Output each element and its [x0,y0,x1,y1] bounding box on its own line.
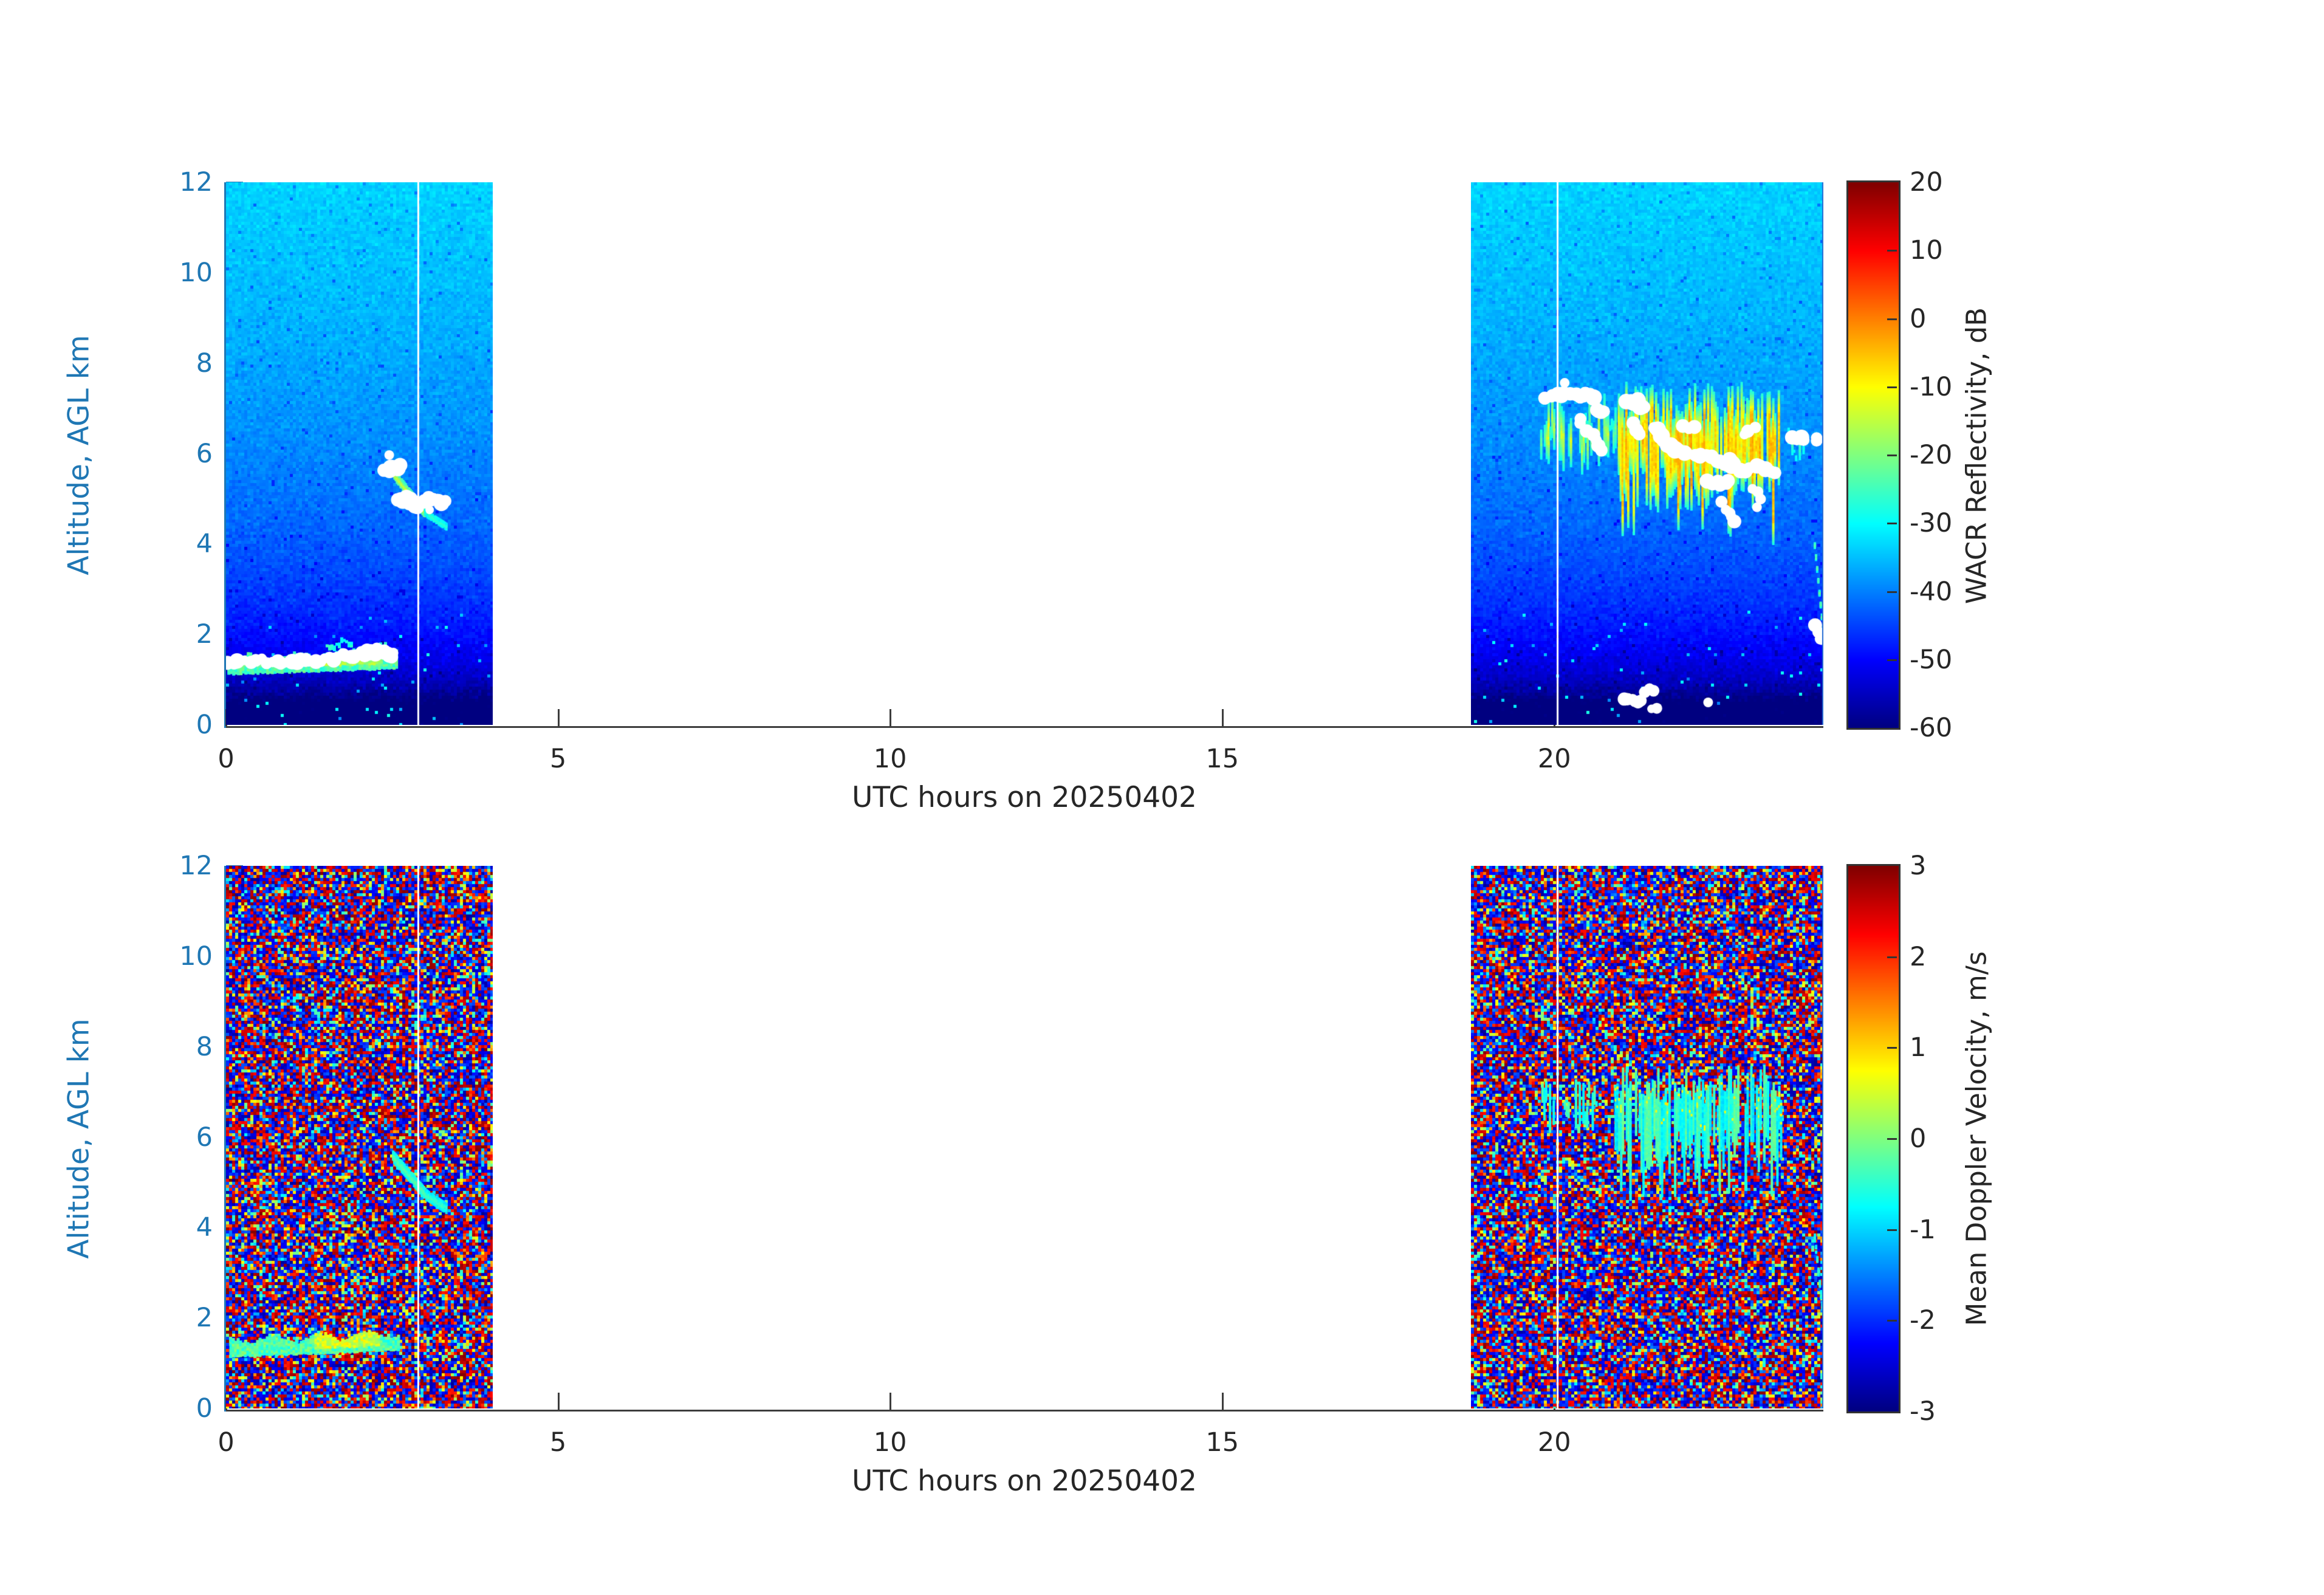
y-tick-label: 8 [196,1031,213,1062]
data-block-doppler_velocity [226,866,493,1408]
colorbar-tick-label: -3 [1910,1396,1936,1427]
colorbar-tick-mark [1887,591,1897,593]
colorbar-tick-label: -20 [1910,440,1953,470]
colorbar-tick-label: 0 [1910,303,1927,334]
colorbar-tick-mark [1887,1138,1897,1140]
y-tick-label: 6 [196,438,213,469]
x-tick-mark [557,709,560,726]
colorbar-tick-mark [1887,1229,1897,1231]
x-tick-label: 0 [218,1427,235,1458]
y-tick-label: 2 [196,1303,213,1334]
colorbar-tick-mark [1887,1047,1897,1049]
colorbar-tick-label: -10 [1910,371,1953,402]
x-tick-label: 0 [218,744,235,774]
y-tick-label: 4 [196,1212,213,1243]
colorbar-tick-mark [1887,956,1897,958]
x-tick-mark [557,1393,560,1410]
x-axis-label: UTC hours on 20250402 [852,1464,1197,1498]
x-tick-label: 5 [549,1427,567,1458]
y-tick-label: 6 [196,1122,213,1153]
colorbar-tick-label: 10 [1910,235,1943,266]
data-block-reflectivity [226,182,493,725]
colorbar-tick-label: 3 [1910,851,1927,881]
x-tick-mark [889,709,892,726]
colorbar-tick-label: -50 [1910,644,1953,675]
colorbar-tick-label: -60 [1910,713,1953,743]
x-axis-spine [226,1410,1823,1411]
colorbar-tick-label: -1 [1910,1214,1936,1245]
x-tick-label: 20 [1537,744,1571,774]
x-axis-spine [226,726,1823,728]
y-tick-label: 8 [196,348,213,379]
x-tick-label: 15 [1205,744,1239,774]
data-block-doppler_velocity [1471,866,1823,1408]
y-tick-label: 2 [196,619,213,650]
y-axis-label: Altitude, AGL km [62,1018,96,1259]
y-axis-label: Altitude, AGL km [62,335,96,575]
y-tick-label: 12 [179,851,213,881]
x-tick-mark [1221,709,1224,726]
colorbar-tick-label: 0 [1910,1123,1927,1154]
x-tick-mark [1221,1393,1224,1410]
x-axis-label: UTC hours on 20250402 [852,781,1197,814]
y-tick-label: 10 [179,941,213,972]
colorbar-tick-mark [1887,523,1897,525]
colorbar-tick-label: -2 [1910,1305,1936,1336]
colorbar-tick-mark [1887,386,1897,388]
x-tick-label: 10 [873,744,907,774]
data-block-reflectivity [1471,182,1823,725]
x-tick-label: 5 [549,744,567,774]
y-tick-label: 4 [196,529,213,560]
y-tick-label: 0 [196,710,213,740]
y-axis-spine [224,182,226,728]
y-tick-label: 12 [179,167,213,197]
colorbar-label-reflectivity: WACR Reflectivity, dB [1960,307,1993,605]
y-axis-spine [224,866,226,1411]
colorbar-tick-mark [1887,318,1897,320]
colorbar-tick-mark [1887,1320,1897,1322]
colorbar-tick-label: -30 [1910,508,1953,539]
colorbar-tick-label: 20 [1910,167,1943,197]
colorbar-tick-label: 1 [1910,1032,1927,1063]
x-tick-mark [889,1393,892,1410]
colorbar-tick-mark [1887,454,1897,456]
colorbar-label-velocity: Mean Doppler Velocity, m/s [1960,951,1993,1326]
y-tick-label: 10 [179,257,213,288]
colorbar-tick-mark [1887,250,1897,252]
x-tick-label: 20 [1537,1427,1571,1458]
colorbar-tick-label: 2 [1910,941,1927,972]
colorbar-tick-label: -40 [1910,576,1953,607]
x-tick-label: 10 [873,1427,907,1458]
y-tick-label: 0 [196,1393,213,1424]
colorbar-tick-mark [1887,659,1897,661]
x-tick-label: 15 [1205,1427,1239,1458]
